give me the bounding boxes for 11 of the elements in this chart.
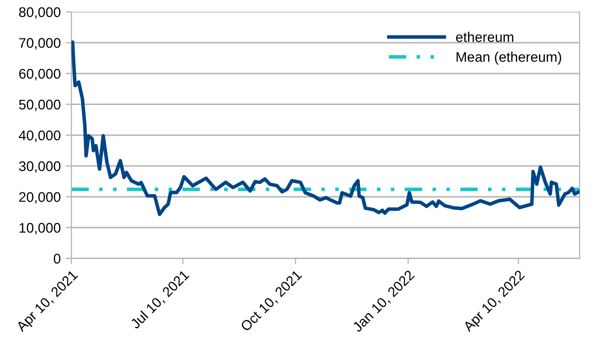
y-tick-label: 0	[54, 254, 60, 264]
y-tick-label: 50,000	[19, 100, 60, 112]
legend-label: Mean (ethereum)	[456, 52, 562, 65]
y-tick-label: 40,000	[18, 130, 60, 142]
y-tick-label: 30,000	[19, 161, 60, 173]
y-tick-label: 80,000	[19, 7, 60, 19]
y-tick-label: 10,000	[20, 222, 60, 234]
y-tick-label: 20,000	[19, 192, 60, 204]
legend-label: ethereum	[456, 32, 514, 42]
y-tick-label: 60,000	[19, 68, 60, 80]
y-tick-label: 70,000	[19, 38, 60, 50]
